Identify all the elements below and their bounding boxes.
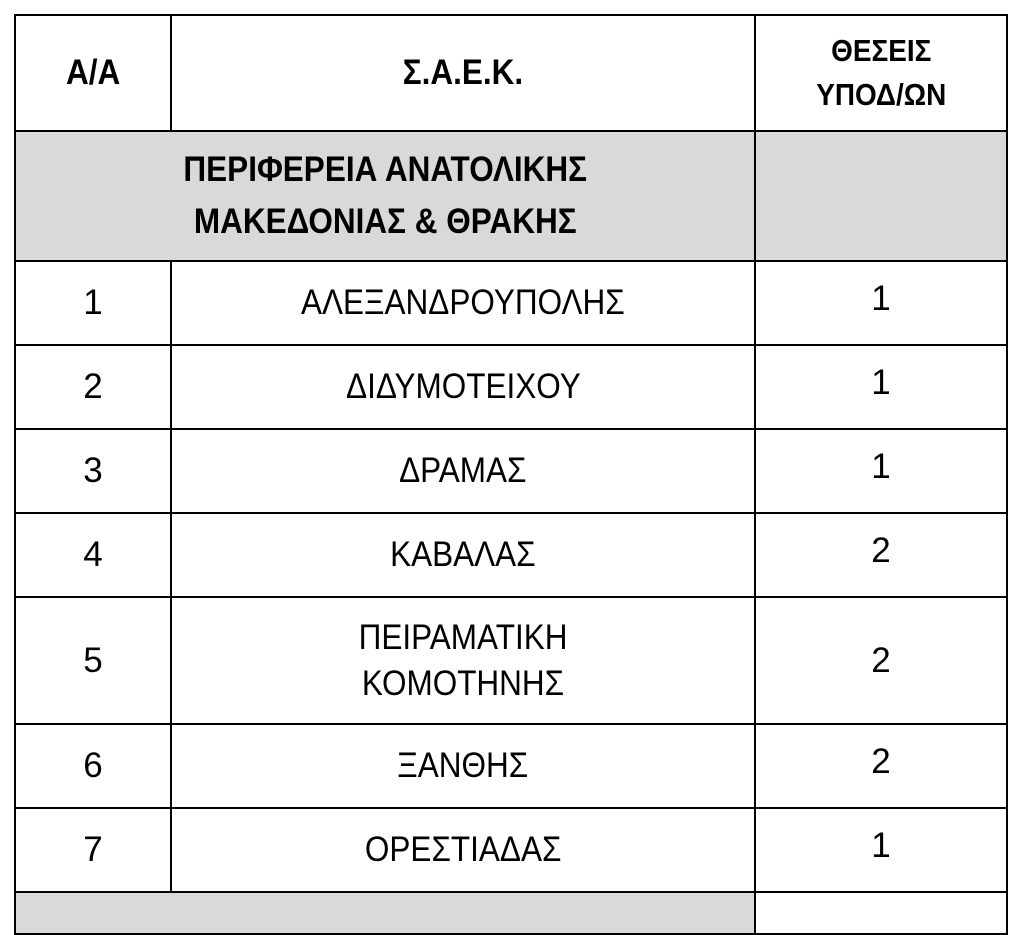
row-name: ΔΡΑΜΑΣ (170, 428, 756, 514)
region-title: ΠΕΡΙΦΕΡΕΙΑ ΑΝΑΤΟΛΙΚΗΣ ΜΑΚΕΔΟΝΙΑΣ & ΘΡΑΚΗΣ (14, 130, 756, 262)
next-region-row (14, 891, 1008, 935)
table-row: 5 ΠΕΙΡΑΜΑΤΙΚΗ ΚΟΜΟΤΗΝΗΣ 2 (14, 596, 1008, 725)
next-region-empty-cell (754, 891, 1008, 935)
row-name: ΞΑΝΘΗΣ (170, 723, 756, 809)
header-positions: ΘΕΣΕΙΣ ΥΠΟΔ/ΩΝ (754, 14, 1008, 132)
header-index: Α/Α (14, 14, 172, 132)
row-index: 1 (14, 260, 172, 346)
row-index: 3 (14, 428, 172, 514)
row-index: 2 (14, 344, 172, 430)
row-positions: 1 (754, 807, 1008, 893)
table-row: 2 ΔΙΔΥΜΟΤΕΙΧΟΥ 1 (14, 344, 1008, 430)
row-positions: 1 (754, 260, 1008, 346)
row-positions: 1 (754, 344, 1008, 430)
training-positions-table: Α/Α Σ.Α.Ε.Κ. ΘΕΣΕΙΣ ΥΠΟΔ/ΩΝ ΠΕΡΙΦΕΡΕΙΑ ΑΝ… (14, 14, 1008, 935)
header-name: Σ.Α.Ε.Κ. (170, 14, 756, 132)
table-row: 3 ΔΡΑΜΑΣ 1 (14, 428, 1008, 514)
header-row: Α/Α Σ.Α.Ε.Κ. ΘΕΣΕΙΣ ΥΠΟΔ/ΩΝ (14, 14, 1008, 132)
row-name: ΠΕΙΡΑΜΑΤΙΚΗ ΚΟΜΟΤΗΝΗΣ (170, 596, 756, 725)
table-row: 6 ΞΑΝΘΗΣ 2 (14, 723, 1008, 809)
row-index: 5 (14, 596, 172, 725)
table-row: 1 ΑΛΕΞΑΝΔΡΟΥΠΟΛΗΣ 1 (14, 260, 1008, 346)
row-index: 6 (14, 723, 172, 809)
table-row: 7 ΟΡΕΣΤΙΑΔΑΣ 1 (14, 807, 1008, 893)
next-region-cell (14, 891, 756, 935)
row-index: 4 (14, 512, 172, 598)
row-name: ΔΙΔΥΜΟΤΕΙΧΟΥ (170, 344, 756, 430)
row-positions: 2 (754, 596, 1008, 725)
row-positions: 2 (754, 723, 1008, 809)
row-index: 7 (14, 807, 172, 893)
region-empty-cell (754, 130, 1008, 262)
row-positions: 2 (754, 512, 1008, 598)
region-row: ΠΕΡΙΦΕΡΕΙΑ ΑΝΑΤΟΛΙΚΗΣ ΜΑΚΕΔΟΝΙΑΣ & ΘΡΑΚΗΣ (14, 130, 1008, 262)
row-name: ΑΛΕΞΑΝΔΡΟΥΠΟΛΗΣ (170, 260, 756, 346)
row-positions: 1 (754, 428, 1008, 514)
row-name: ΟΡΕΣΤΙΑΔΑΣ (170, 807, 756, 893)
row-name: ΚΑΒΑΛΑΣ (170, 512, 756, 598)
table-row: 4 ΚΑΒΑΛΑΣ 2 (14, 512, 1008, 598)
